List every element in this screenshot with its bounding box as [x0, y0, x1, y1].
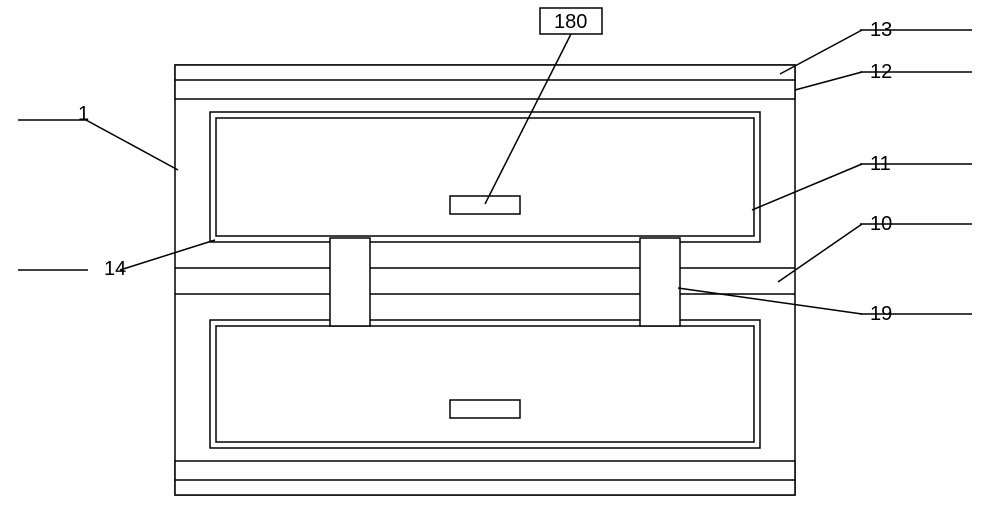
technical-diagram: 1801312111101419 [0, 0, 1000, 527]
callout-leader-12 [795, 72, 862, 90]
callout-label-14: 14 [104, 258, 126, 280]
upper-drawer-handle [450, 196, 520, 214]
callout-label-11: 11 [870, 153, 891, 175]
lower-drawer-outer [210, 320, 760, 448]
callout-leader-1 [86, 120, 178, 170]
top-plate [175, 65, 795, 99]
lower-drawer-handle [450, 400, 520, 418]
left-tab [330, 238, 370, 326]
callout-leader-13 [780, 30, 862, 74]
callout-label-12: 12 [870, 61, 892, 83]
callout-label-10: 10 [870, 213, 892, 235]
right-tab [640, 238, 680, 326]
callout-label-180: 180 [554, 11, 587, 33]
bottom-plate [175, 461, 795, 495]
callout-label-13: 13 [870, 19, 892, 41]
upper-drawer-outer [210, 112, 760, 242]
callout-label-19: 19 [870, 303, 892, 325]
callout-label-1: 1 [78, 103, 89, 125]
